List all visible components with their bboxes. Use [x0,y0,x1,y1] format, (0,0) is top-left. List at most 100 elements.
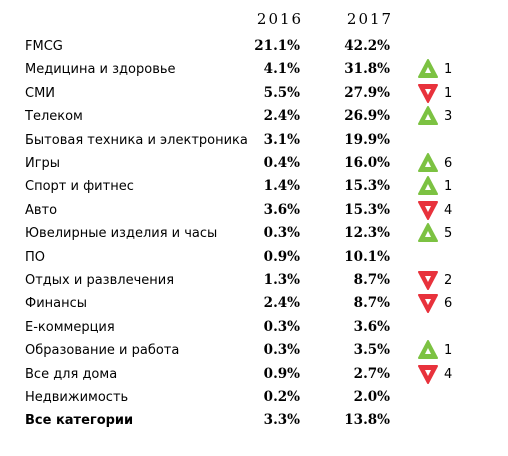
value-2017: 3.5% [353,342,390,359]
triangle-down-icon [418,200,438,220]
rank-change-value: 2 [444,273,453,288]
value-2016: 1.3% [263,272,300,288]
value-2017: 26.9% [344,108,390,125]
triangle-up-icon [418,106,438,126]
category-label: Отдых и развлечения [25,273,175,288]
table-row: Недвижимость 0.2% 2.0% [0,386,508,409]
value-2016: 3.3% [263,412,300,429]
rank-change: 6 [418,293,478,314]
table-row: СМИ 5.5% 27.9% 1 [0,82,508,105]
category-label: СМИ [25,85,56,101]
total-row: Все категории 3.3% 13.8% [0,409,508,432]
value-2016: 2.4% [263,295,300,312]
rank-change: 1 [418,176,478,196]
table-row: Спорт и фитнес 1.4% 15.3% 1 [0,175,508,198]
rank-change: 1 [418,59,478,79]
triangle-up-icon [418,59,438,79]
category-label: Телеком [25,109,83,125]
triangle-down-icon [418,294,438,314]
category-label: FMCG [25,39,63,54]
table-row: Финансы 2.4% 8.7% 6 [0,292,508,315]
triangle-up-icon [418,176,438,196]
value-2016: 0.3% [263,225,300,242]
value-2016: 3.1% [263,131,300,148]
table-row: Игры 0.4% 16.0% 6 [0,152,508,175]
category-label: Все категории [25,413,134,429]
header-2017: 2017 [346,10,394,28]
value-2016: 0.4% [263,155,300,171]
value-2016: 21.1% [254,38,300,54]
table-row: Медицина и здоровье 4.1% 31.8% 1 [0,58,508,81]
category-label: Образование и работа [25,343,180,359]
rank-change-value: 6 [444,156,453,171]
category-label: Бытовая техника и электроника [25,132,248,148]
table-row: Ювелирные изделия и часы 0.3% 12.3% 5 [0,222,508,245]
rank-change-value: 3 [444,109,453,125]
category-label: Все для дома [25,366,118,382]
value-2017: 8.7% [353,272,390,288]
rank-change-value: 6 [444,296,453,312]
value-2016: 2.4% [263,108,300,125]
rank-change: 1 [418,340,478,360]
rank-change: 5 [418,223,478,243]
value-2017: 42.2% [344,38,390,54]
category-label: Ювелирные изделия и часы [25,226,218,242]
value-2017: 27.9% [344,84,390,101]
triangle-up-icon [418,340,438,360]
value-2016: 4.1% [263,61,300,78]
rank-change-value: 1 [444,343,453,359]
category-label: Финансы [25,296,88,312]
table-row: Е-коммерция 0.3% 3.6% [0,316,508,339]
value-2017: 31.8% [344,61,390,78]
value-2017: 8.7% [353,295,390,312]
table-row: FMCG 21.1% 42.2% [0,35,508,58]
rank-change-value: 1 [444,62,453,78]
value-2016: 0.2% [263,389,300,405]
value-2017: 2.7% [353,365,390,382]
rank-change: 3 [418,106,478,126]
value-2017: 3.6% [353,318,390,335]
value-2017: 15.3% [344,178,390,195]
rank-change-value: 4 [444,202,453,218]
rank-change: 4 [418,200,478,220]
table-row: Бытовая техника и электроника 3.1% 19.9% [0,129,508,152]
table-row: Все для дома 0.9% 2.7% 4 [0,363,508,386]
value-2017: 13.8% [344,412,390,429]
category-label: Недвижимость [25,390,129,405]
triangle-up-icon [418,223,438,243]
value-2017: 19.9% [344,131,390,148]
table-row: ПО 0.9% 10.1% [0,246,508,269]
value-2017: 2.0% [353,389,390,405]
value-2017: 16.0% [344,155,390,171]
value-2016: 1.4% [263,178,300,195]
value-2016: 0.9% [263,248,300,265]
rank-change-value: 5 [444,226,453,242]
value-2016: 0.9% [263,365,300,382]
category-label: Авто [25,202,58,218]
table-row: Отдых и развлечения 1.3% 8.7% 2 [0,269,508,292]
triangle-up-icon [418,153,438,172]
rank-change: 6 [418,153,478,173]
value-2017: 15.3% [344,201,390,218]
category-label: Медицина и здоровье [25,62,176,78]
rank-change-value: 1 [444,85,453,101]
table-row: Авто 3.6% 15.3% 4 [0,199,508,222]
table-row: Образование и работа 0.3% 3.5% 1 [0,339,508,362]
category-label: Игры [25,156,61,171]
triangle-down-icon [418,271,438,290]
value-2016: 3.6% [263,201,300,218]
rank-change: 1 [418,83,478,103]
category-label: ПО [25,249,46,265]
header-2016: 2016 [256,10,304,28]
triangle-down-icon [418,364,438,384]
rank-change: 2 [418,270,478,290]
triangle-down-icon [418,83,438,103]
value-2017: 10.1% [344,248,390,265]
value-2016: 0.3% [263,318,300,335]
table-row: Телеком 2.4% 26.9% 3 [0,105,508,128]
category-label: Е-коммерция [25,319,115,335]
rank-change-value: 4 [444,366,453,382]
value-2017: 12.3% [344,225,390,242]
rank-change: 4 [418,364,478,384]
rank-change-value: 1 [444,179,453,195]
